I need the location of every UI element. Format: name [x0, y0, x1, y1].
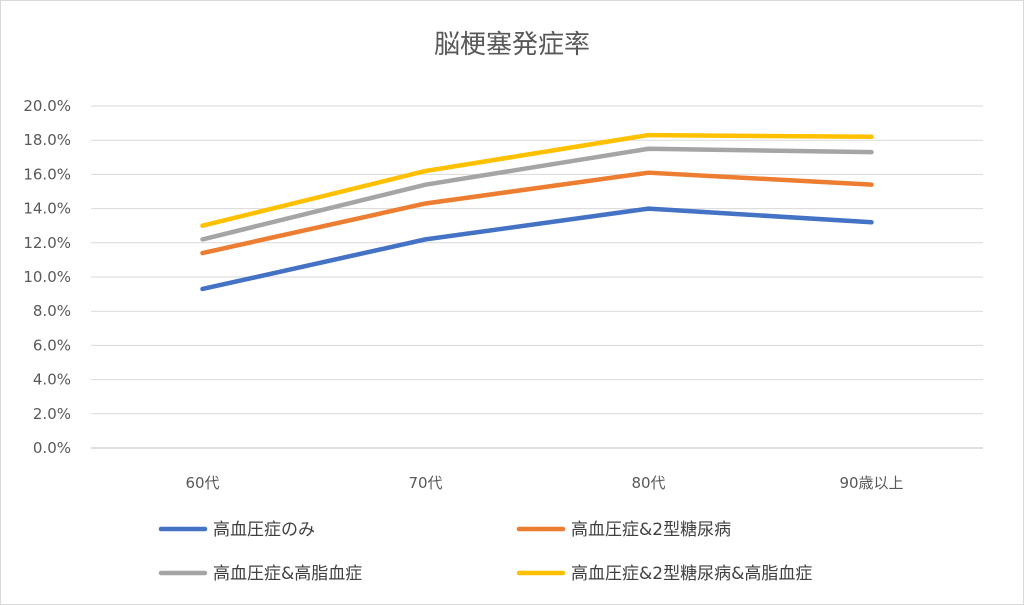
y-axis-ticks: 0.0% 2.0% 4.0% 6.0% 8.0% 10.0% 12.0% 14.0% 16.0%… — [23, 97, 71, 457]
y-tick-label: 16.0% — [23, 165, 71, 183]
legend-label: 高血圧症&2型糖尿病&高脂血症 — [571, 564, 812, 584]
x-tick-label: 90歳以上 — [839, 474, 903, 492]
data-point — [646, 206, 651, 211]
y-tick-label: 12.0% — [23, 234, 71, 252]
data-point — [869, 182, 874, 187]
data-point — [646, 170, 651, 175]
data-point — [423, 168, 428, 173]
data-point — [200, 251, 205, 256]
y-tick-label: 6.0% — [33, 336, 71, 354]
series-line-1 — [200, 206, 874, 292]
series-line-3 — [200, 146, 874, 242]
legend-label: 高血圧症のみ — [213, 520, 315, 540]
y-tick-label: 20.0% — [23, 97, 71, 115]
y-tick-label: 0.0% — [33, 439, 71, 457]
data-point — [646, 146, 651, 151]
x-tick-label: 80代 — [631, 474, 665, 492]
data-point — [423, 237, 428, 242]
x-axis-ticks: 60代 70代 80代 90歳以上 — [185, 474, 903, 492]
legend-label: 高血圧症&2型糖尿病 — [571, 520, 731, 540]
x-tick-label: 60代 — [185, 474, 219, 492]
chart-title: 脳梗塞発症率 — [434, 30, 590, 60]
data-point — [869, 220, 874, 225]
y-tick-label: 8.0% — [33, 302, 71, 320]
data-point — [200, 237, 205, 242]
data-point — [200, 286, 205, 291]
data-point — [869, 134, 874, 139]
legend-label: 高血圧症&高脂血症 — [213, 564, 362, 584]
y-tick-label: 14.0% — [23, 200, 71, 218]
x-tick-label: 70代 — [408, 474, 442, 492]
data-point — [423, 182, 428, 187]
gridlines — [91, 105, 983, 449]
data-point — [423, 201, 428, 206]
data-point — [200, 223, 205, 228]
y-tick-label: 10.0% — [23, 268, 71, 286]
series-line-4 — [200, 132, 874, 228]
series-lines — [200, 132, 874, 292]
series-line-2 — [200, 170, 874, 256]
y-tick-label: 18.0% — [23, 131, 71, 149]
data-point — [646, 133, 651, 138]
y-tick-label: 2.0% — [33, 405, 71, 423]
y-tick-label: 4.0% — [33, 371, 71, 389]
data-point — [869, 150, 874, 155]
